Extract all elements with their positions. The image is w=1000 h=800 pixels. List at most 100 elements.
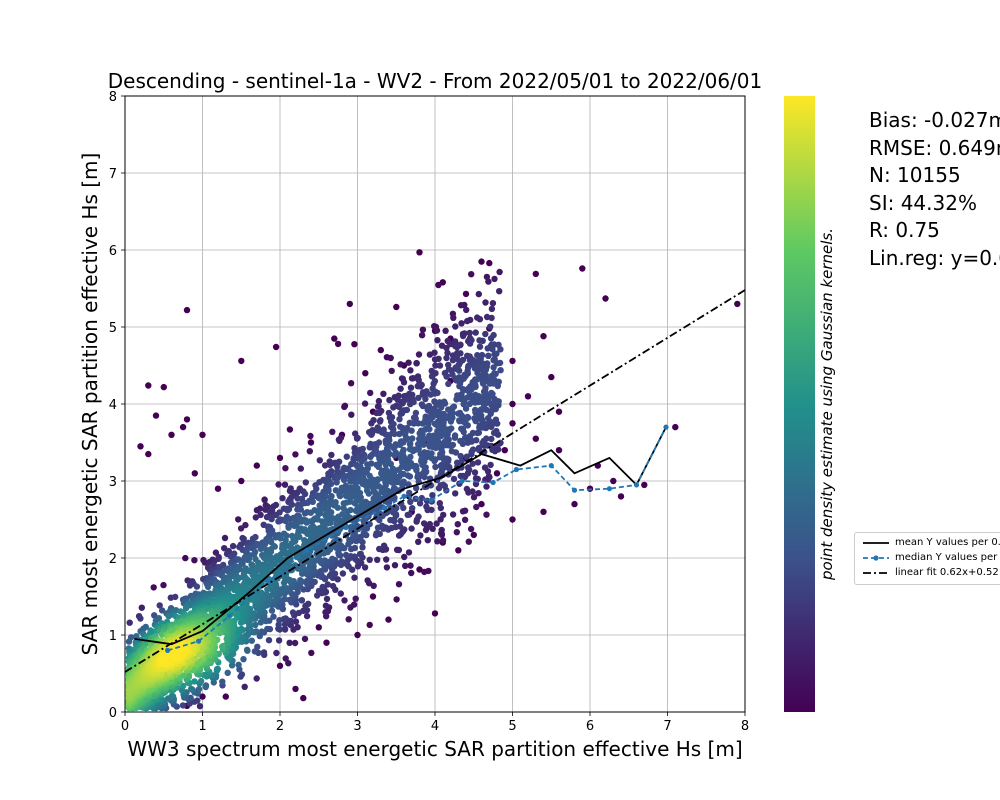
scatter-point [361, 564, 369, 571]
scatter-point [168, 431, 175, 438]
scatter-point [262, 540, 269, 547]
scatter-point [313, 485, 320, 492]
legend-label-linear-fit: linear fit 0.62x+0.52 [895, 567, 999, 578]
scatter-point [286, 426, 294, 433]
scatter-point [434, 389, 441, 397]
scatter-point [156, 602, 163, 609]
scatter-point [272, 501, 280, 509]
scatter-point [137, 615, 144, 622]
scatter-point [458, 425, 465, 432]
scatter-point [407, 384, 415, 391]
scatter-point [179, 702, 187, 709]
scatter-point [475, 444, 483, 452]
scatter-point [386, 396, 393, 404]
scatter-point [307, 509, 314, 516]
x-tick-label: 2 [276, 719, 284, 734]
scatter-point [496, 359, 504, 367]
scatter-point [292, 451, 299, 458]
scatter-point [168, 692, 175, 700]
scatter-point [457, 452, 464, 460]
median-point [265, 578, 271, 584]
scatter-point [309, 498, 316, 505]
scatter-point [242, 521, 249, 529]
scatter-point [579, 265, 586, 272]
scatter-point [555, 408, 563, 415]
scatter-point [238, 357, 245, 365]
scatter-point [238, 477, 245, 485]
scatter-point [509, 516, 516, 523]
scatter-point [282, 655, 289, 662]
scatter-point [532, 435, 539, 442]
scatter-point [375, 403, 382, 410]
scatter-point [254, 643, 261, 650]
scatter-point [256, 505, 264, 512]
scatter-point [204, 583, 212, 591]
scatter-point [401, 553, 408, 561]
scatter-point [540, 508, 547, 515]
scatter-point [469, 429, 477, 437]
scatter-point [491, 395, 498, 403]
scatter-point [193, 583, 201, 590]
scatter-point [463, 485, 471, 493]
y-tick-label: 6 [109, 244, 117, 259]
scatter-point [322, 602, 330, 609]
scatter-point [271, 560, 278, 568]
scatter-point [337, 590, 344, 597]
scatter-point [191, 470, 198, 477]
scatter-point [415, 394, 422, 402]
scatter-point [362, 370, 369, 377]
scatter-point [493, 470, 501, 477]
scatter-point [509, 400, 516, 408]
scatter-point [253, 567, 260, 574]
scatter-point [398, 410, 406, 417]
scatter-point [301, 537, 308, 544]
scatter-point [480, 388, 488, 395]
scatter-point [466, 329, 473, 337]
scatter-point [183, 416, 191, 423]
statistics-panel: Bias: -0.027m RMSE: 0.649m N: 10155 SI: … [869, 107, 1000, 273]
legend-swatch-mean [863, 542, 889, 544]
scatter-point [286, 639, 293, 646]
scatter-point [326, 461, 334, 468]
scatter-point [457, 472, 464, 480]
scatter-point [486, 380, 494, 387]
scatter-point [431, 610, 439, 617]
scatter-point [443, 354, 450, 362]
median-point [513, 466, 520, 473]
scatter-point [276, 454, 284, 462]
scatter-point [307, 432, 314, 440]
scatter-point [419, 326, 427, 333]
scatter-point [408, 427, 415, 434]
scatter-point [478, 500, 485, 508]
scatter-point [400, 478, 407, 485]
scatter-point [443, 344, 450, 352]
scatter-point [415, 513, 422, 520]
scatter-point [571, 500, 578, 508]
scatter-point [292, 618, 300, 625]
scatter-point [434, 337, 441, 344]
scatter-point [195, 686, 203, 693]
scatter-point [442, 327, 449, 334]
scatter-point [490, 364, 497, 371]
scatter-point [346, 300, 353, 308]
scatter-point [241, 683, 248, 690]
scatter-point [408, 525, 415, 532]
scatter-point [265, 637, 273, 644]
y-tick-label: 0 [109, 706, 117, 721]
scatter-point [417, 450, 424, 458]
median-point [304, 547, 310, 553]
scatter-point [352, 595, 359, 602]
scatter-point [300, 694, 307, 702]
legend: mean Y values per 0.5m bin median Y valu… [854, 532, 1000, 585]
y-tick-label: 5 [109, 321, 117, 336]
scatter-point [340, 476, 348, 484]
scatter-point [555, 447, 563, 454]
scatter-point [322, 512, 329, 519]
scatter-point [351, 341, 358, 348]
scatter-point [482, 299, 489, 306]
scatter-point [470, 494, 478, 501]
scatter-point [467, 525, 475, 533]
scatter-point [301, 490, 309, 498]
scatter-point [215, 555, 222, 562]
median-point [490, 479, 496, 486]
